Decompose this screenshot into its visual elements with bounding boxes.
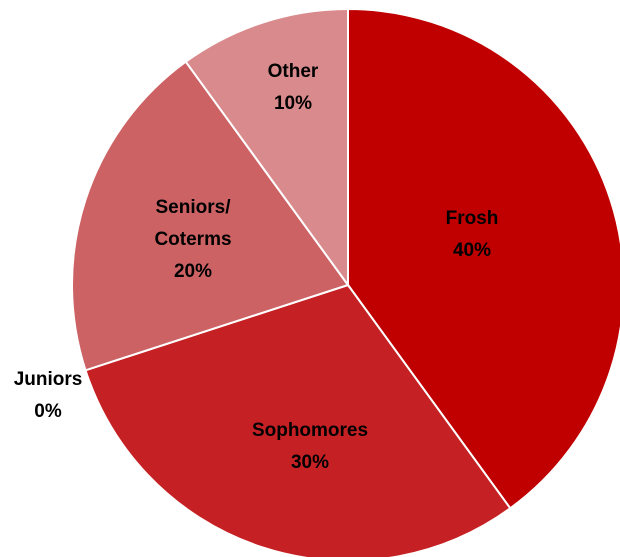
- slice-percent: 20%: [174, 261, 212, 282]
- slice-label-juniors: Juniors 0%: [14, 369, 83, 422]
- slice-name: Coterms: [154, 229, 231, 250]
- pie-slices: [71, 7, 620, 557]
- slice-percent: 40%: [453, 240, 491, 261]
- slice-name: Juniors: [14, 369, 83, 390]
- slice-name: Seniors/: [156, 197, 232, 218]
- pie-slice-other: [184, 7, 349, 289]
- pie-slice-frosh: [347, 7, 620, 510]
- pie-slice-sophomores: [84, 283, 512, 557]
- pie-slice-seniors-coterms: [71, 60, 350, 372]
- slice-label-sophomores: Sophomores 30%: [252, 420, 368, 473]
- slice-name: Frosh: [446, 208, 499, 229]
- slice-percent: 30%: [291, 452, 329, 473]
- slice-percent: 10%: [274, 93, 312, 114]
- slice-label-other: Other 10%: [268, 61, 319, 114]
- pie-labels: Frosh 40% Sophomores 30% Juniors 0% Seniors/Co…: [14, 61, 499, 473]
- slice-percent: 0%: [34, 401, 62, 422]
- slice-name: Other: [268, 61, 319, 82]
- slice-label-seniors-coterms: Seniors/Coterms 20%: [154, 197, 231, 282]
- slice-label-frosh: Frosh 40%: [446, 208, 499, 261]
- slice-name: Sophomores: [252, 420, 368, 441]
